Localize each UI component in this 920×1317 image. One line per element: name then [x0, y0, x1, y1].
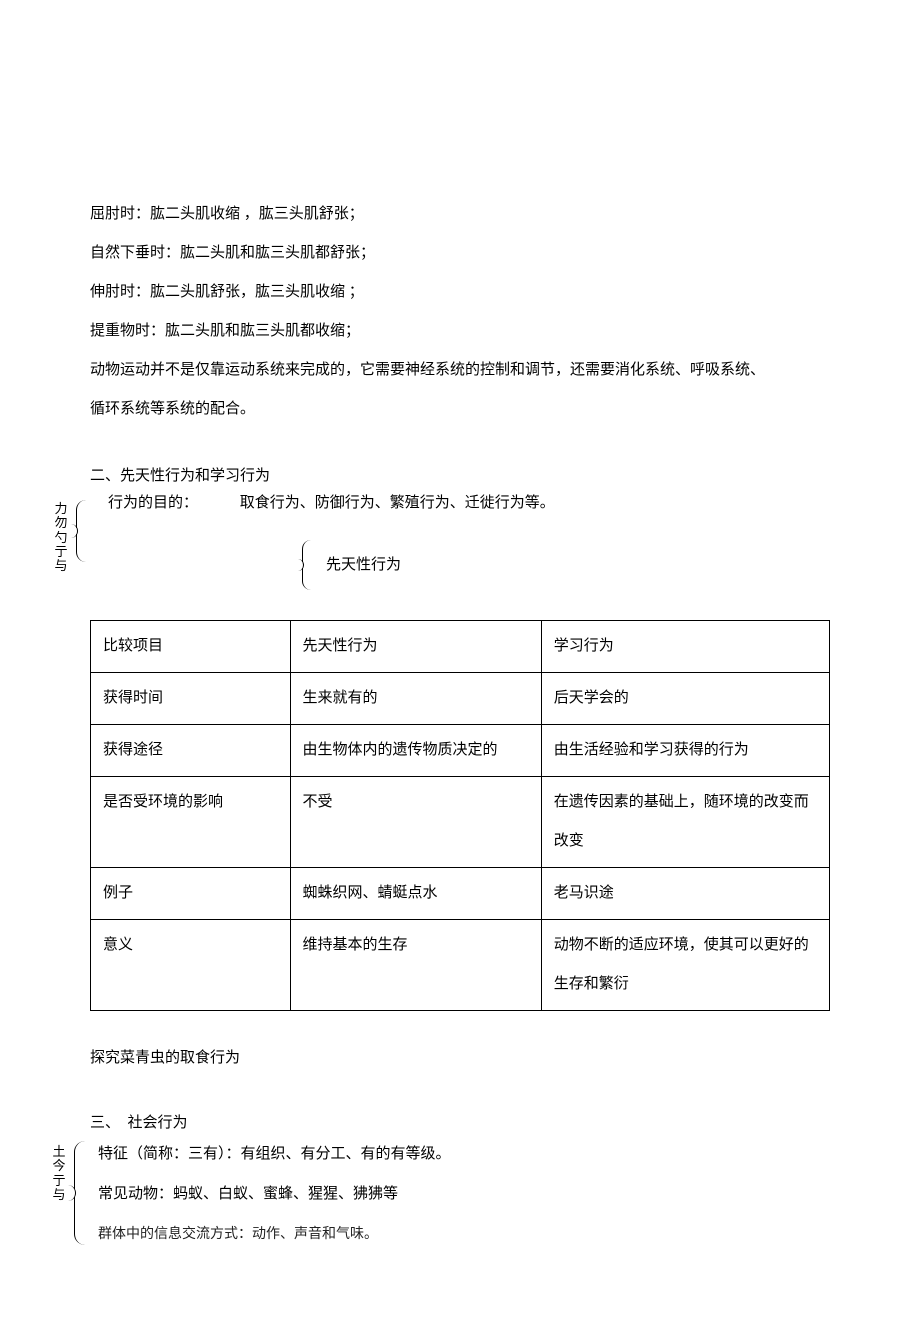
table-row: 获得时间生来就有的后天学会的 [91, 673, 830, 725]
intro-line: 屈肘时：肱二头肌收缩 ，肱三头肌舒张； [90, 195, 830, 234]
social-animals-line: 常见动物：蚂蚁、白蚁、蜜蜂、猩猩、狒狒等 [98, 1175, 398, 1214]
table-cell: 例子 [91, 868, 291, 920]
social-bracket-block: 土今亍与 特征（简称：三有）：有组织、有分工、有的有等级。 常见动物：蚂蚁、白蚁… [90, 1139, 830, 1257]
behavior-purpose-line: 行为的目的： 取食行为、防御行为、繁殖行为、迁徙行为等。 [108, 484, 555, 523]
intro-line: 提重物时：肱二头肌和肱三头肌都收缩； [90, 312, 830, 351]
intro-line: 动物运动并不是仅靠运动系统来完成的，它需要神经系统的控制和调节，还需要消化系统、… [90, 351, 830, 390]
social-feature-line: 特征（简称：三有）：有组织、有分工、有的有等级。 [98, 1135, 451, 1174]
table-cell: 先天性行为 [290, 621, 541, 673]
intro-line: 伸肘时：肱二头肌舒张，肱三头肌收缩 ； [90, 273, 830, 312]
table-cell: 由生活经验和学习获得的行为 [541, 725, 829, 777]
intro-line: 自然下垂时：肱二头肌和肱三头肌都舒张； [90, 234, 830, 273]
table-row: 是否受环境的影响不受在遗传因素的基础上，随环境的改变而改变 [91, 777, 830, 868]
behavior-purpose-value: 取食行为、防御行为、繁殖行为、迁徙行为等。 [240, 495, 555, 511]
social-communication-line: 群体中的信息交流方式：动作、声音和气味。 [98, 1217, 378, 1253]
table-cell: 意义 [91, 920, 291, 1011]
table-cell: 学习行为 [541, 621, 829, 673]
bracket-vertical-label: 土今亍与 [52, 1145, 66, 1202]
table-cell: 不受 [290, 777, 541, 868]
document-page: 屈肘时：肱二头肌收缩 ，肱三头肌舒张； 自然下垂时：肱二头肌和肱三头肌都舒张； … [0, 0, 920, 1317]
table-cell: 由生物体内的遗传物质决定的 [290, 725, 541, 777]
table-cell: 老马识途 [541, 868, 829, 920]
table-row: 获得途径由生物体内的遗传物质决定的由生活经验和学习获得的行为 [91, 725, 830, 777]
bracket-vertical-label: 力勿勺亍与 [54, 502, 68, 573]
table-row: 例子蜘蛛织网、蜻蜓点水老马识途 [91, 868, 830, 920]
intro-line: 循环系统等系统的配合。 [90, 390, 830, 429]
comparison-table: 比较项目先天性行为学习行为获得时间生来就有的后天学会的获得途径由生物体内的遗传物… [90, 620, 830, 1011]
table-cell: 是否受环境的影响 [91, 777, 291, 868]
table-cell: 生来就有的 [290, 673, 541, 725]
table-row: 比较项目先天性行为学习行为 [91, 621, 830, 673]
comparison-table-body: 比较项目先天性行为学习行为获得时间生来就有的后天学会的获得途径由生物体内的遗传物… [91, 621, 830, 1011]
behavior-purpose-label: 行为的目的： [108, 495, 198, 511]
table-cell: 后天学会的 [541, 673, 829, 725]
table-cell: 在遗传因素的基础上，随环境的改变而改变 [541, 777, 829, 868]
inquiry-line: 探究菜青虫的取食行为 [90, 1039, 830, 1078]
table-cell: 蜘蛛织网、蜻蜓点水 [290, 868, 541, 920]
behavior-bracket-block: 力勿勺亍与 行为的目的： 取食行为、防御行为、繁殖行为、迁徙行为等。 先天性行为 [90, 490, 830, 600]
table-cell: 动物不断的适应环境，使其可以更好的生存和繁衍 [541, 920, 829, 1011]
table-cell: 比较项目 [91, 621, 291, 673]
table-row: 意义维持基本的生存动物不断的适应环境，使其可以更好的生存和繁衍 [91, 920, 830, 1011]
table-cell: 获得时间 [91, 673, 291, 725]
left-brace-icon [74, 1141, 92, 1245]
table-cell: 获得途径 [91, 725, 291, 777]
left-brace-icon [302, 540, 318, 590]
left-brace-icon [76, 500, 94, 562]
table-cell: 维持基本的生存 [290, 920, 541, 1011]
innate-behavior-label: 先天性行为 [326, 546, 401, 585]
